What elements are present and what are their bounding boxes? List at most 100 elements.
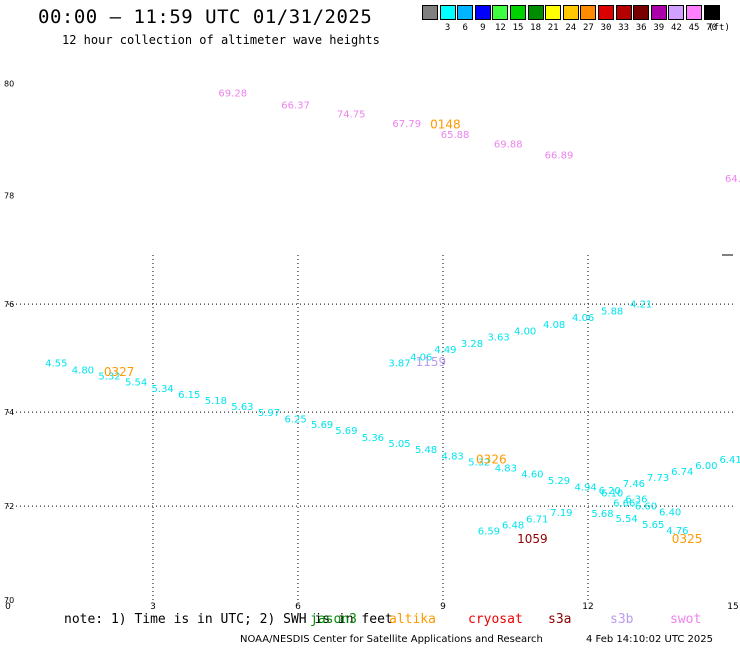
- legend-swatch: [668, 5, 685, 20]
- legend-label: 9: [480, 23, 486, 33]
- wave-height-value: 7.46: [623, 479, 645, 490]
- satellite-swot: swot: [670, 612, 702, 627]
- wave-height-value: 5.32: [468, 458, 490, 469]
- legend-swatch: [422, 5, 438, 20]
- x-tick-label: 3: [150, 602, 156, 612]
- legend-swatch: [545, 5, 562, 20]
- pass-time-label: 0148: [430, 117, 461, 131]
- legend-label: 30: [600, 23, 612, 33]
- legend-swatch: [598, 5, 614, 20]
- wave-height-value: 5.69: [335, 426, 357, 437]
- wave-height-value: 5.88: [601, 306, 623, 317]
- wave-height-value: 6.59: [478, 526, 500, 537]
- credit-text: NOAA/NESDIS Center for Satellite Applica…: [240, 634, 543, 645]
- legend-swatch: [457, 5, 474, 20]
- wave-height-value: 6.15: [178, 390, 200, 401]
- legend-label: 21: [547, 23, 559, 33]
- wave-height-value: 6.36: [625, 494, 647, 505]
- wave-height-value: 5.63: [231, 402, 253, 413]
- legend-swatch: [510, 5, 526, 20]
- wave-height-value: 4.00: [514, 327, 536, 338]
- wave-height-value: 5.97: [258, 408, 280, 419]
- wave-height-value: 6.41: [719, 455, 740, 466]
- wave-height-value: 5.54: [125, 377, 147, 388]
- legend-label: 24: [565, 23, 577, 33]
- legend-label: 3: [444, 23, 451, 33]
- y-tick-label: 78: [4, 191, 14, 200]
- satellite-altika: altika: [389, 612, 436, 627]
- satellite-s3b: s3b: [610, 612, 634, 627]
- wave-height-value: 6.25: [284, 415, 306, 426]
- chart-title: 00:00 – 11:59 UTC 01/31/2025: [38, 6, 373, 28]
- wave-height-value: 6.40: [659, 507, 681, 518]
- legend-swatch: [633, 5, 650, 20]
- legend-label: 42: [670, 23, 682, 33]
- wave-height-value: 7.19: [550, 508, 572, 519]
- legend-swatch: [474, 5, 491, 20]
- wave-height-value: 64.: [725, 174, 740, 185]
- legend-swatch: [703, 5, 720, 20]
- satellite-s3a: s3a: [548, 612, 572, 627]
- wave-height-value: 4.60: [521, 470, 543, 481]
- wave-height-value: 6.00: [695, 461, 717, 472]
- legend-swatch: [650, 5, 667, 20]
- wave-height-value: 6.48: [502, 520, 524, 531]
- wave-height-value: 66.37: [281, 101, 310, 112]
- wave-height-value: 7.73: [647, 473, 669, 484]
- legend-label: 6: [462, 23, 468, 33]
- legend-swatch: [527, 5, 544, 20]
- x-tick-label: 12: [582, 602, 593, 612]
- wave-height-value: 5.65: [642, 520, 664, 531]
- wave-height-value: 69.28: [218, 89, 247, 100]
- x-tick-label: 9: [440, 602, 446, 612]
- wave-height-value: 5.54: [616, 514, 638, 525]
- wave-height-value: 5.34: [152, 384, 174, 395]
- wave-height-value: 5.36: [362, 433, 384, 444]
- pass-time-label: 1159: [416, 355, 447, 369]
- wave-height-value: 4.08: [543, 320, 565, 331]
- legend-label: 45: [688, 23, 700, 33]
- wave-height-value: 5.29: [548, 476, 570, 487]
- legend-label: 27: [582, 23, 594, 33]
- wave-height-value: 4.06: [572, 313, 594, 324]
- wave-height-value: 6.10: [601, 488, 623, 499]
- pass-time-label: 0326: [476, 453, 507, 467]
- wave-height-value: 6.60: [635, 501, 657, 512]
- legend-label: 33: [618, 23, 630, 33]
- wave-height-value: 6.74: [671, 467, 693, 478]
- wave-height-value: 65.88: [441, 130, 470, 141]
- x-tick-label: 0: [5, 602, 11, 612]
- wave-height-value: 5.18: [205, 396, 227, 407]
- legend-unit: (ft): [708, 23, 730, 33]
- pass-time-label: 0327: [104, 365, 135, 379]
- generation-timestamp: 4 Feb 14:10:02 UTC 2025: [586, 634, 713, 645]
- legend-swatch: [439, 5, 456, 20]
- wave-height-value: 69.88: [494, 139, 523, 150]
- wave-height-value: 4.55: [45, 358, 67, 369]
- wave-height-plot: 0 3 6 9 12 15 70 72 74 76 78 80 69.28 66.37 74.75 67.79…: [4, 79, 740, 612]
- wave-height-value: 3.63: [487, 333, 509, 344]
- wave-height-value: 4.94: [574, 482, 596, 493]
- wave-height-value: 6.20: [599, 486, 621, 497]
- wave-height-value: 5.69: [311, 420, 333, 431]
- x-tick-label: 15: [727, 602, 738, 612]
- wave-height-value: 4.76: [666, 526, 688, 537]
- chart-subtitle: 12 hour collection of altimeter wave hei…: [62, 33, 380, 47]
- footer-note: note: 1) Time is in UTC; 2) SWH is in fe…: [64, 612, 393, 627]
- pass-time-label: 0325: [672, 532, 703, 546]
- y-tick-label: 74: [4, 408, 14, 417]
- wave-height-value: 6.66: [613, 499, 635, 510]
- wave-height-value: 4.83: [442, 452, 464, 463]
- wave-height-value: 4.21: [630, 299, 652, 310]
- wave-height-value: 74.75: [337, 109, 366, 120]
- legend-swatch: [580, 5, 597, 20]
- legend-label: 39: [653, 23, 665, 33]
- wave-height-value: 6.71: [526, 514, 548, 525]
- y-tick-label: 72: [4, 502, 14, 511]
- satellite-jason3: jason3: [310, 612, 357, 627]
- wave-height-value: 5.32: [98, 371, 120, 382]
- wave-height-value: 5.68: [591, 509, 613, 520]
- wave-height-value: 3.87: [388, 358, 410, 369]
- y-tick-label: 76: [4, 300, 14, 309]
- wave-height-value: 5.48: [415, 445, 437, 456]
